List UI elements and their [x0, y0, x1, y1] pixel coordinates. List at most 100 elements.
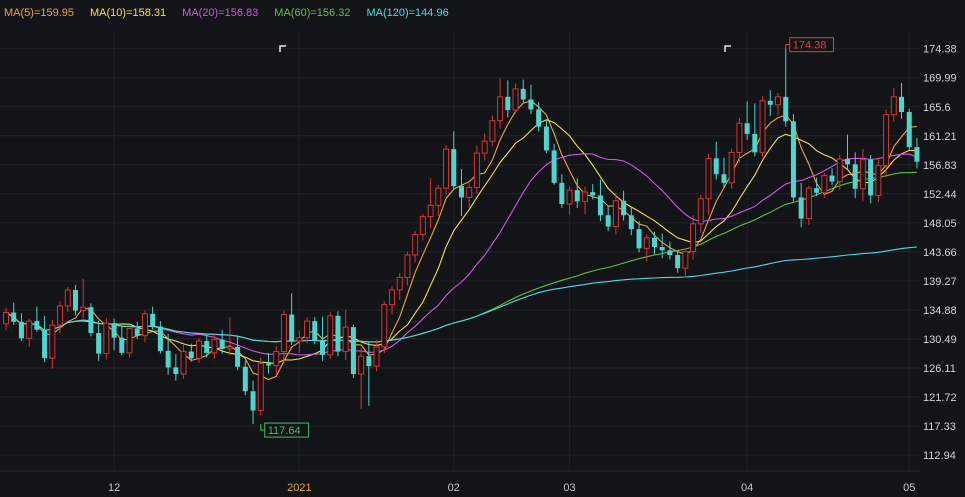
candle-body: [250, 391, 256, 411]
candle-body: [643, 237, 650, 249]
candle: [559, 174, 565, 208]
candle-body: [119, 337, 125, 353]
candle: [868, 155, 874, 204]
candle: [659, 233, 665, 259]
candle-body: [320, 340, 326, 355]
candle: [590, 184, 596, 200]
candle: [906, 108, 912, 150]
candle: [883, 109, 890, 178]
x-tick-label: 03: [563, 482, 575, 494]
candle-body: [173, 367, 179, 375]
legend-ma5: MA(5)=159.95: [4, 7, 75, 19]
candle: [829, 168, 835, 185]
x-tick-label: 2021: [287, 482, 311, 494]
candle: [489, 115, 496, 147]
candle-body: [713, 158, 719, 175]
candle: [57, 301, 64, 334]
y-tick-label: 174.38: [923, 44, 957, 56]
candle-body: [280, 314, 287, 353]
candle-body: [111, 323, 117, 338]
candle: [914, 137, 920, 169]
candle-body: [767, 100, 773, 105]
candle: [211, 333, 218, 359]
candle-body: [42, 329, 48, 359]
candle: [312, 317, 318, 345]
candle: [790, 114, 796, 202]
candle: [366, 341, 372, 406]
candle-body: [821, 175, 828, 194]
candle-body: [404, 254, 411, 278]
candle-body: [196, 340, 202, 359]
candle: [42, 315, 48, 363]
candle-body: [373, 346, 380, 367]
candle: [18, 313, 24, 341]
candle-body: [489, 120, 496, 142]
candle-body: [906, 112, 912, 148]
candle-body: [427, 204, 434, 218]
candle-body: [736, 122, 743, 153]
candle: [250, 380, 256, 425]
range-marker: [724, 45, 731, 52]
candle-body: [899, 96, 905, 113]
candle-body: [667, 250, 673, 255]
candle-body: [805, 187, 812, 220]
x-axis: 12 2021 02 03 04 05: [108, 482, 915, 494]
candle-body: [335, 315, 341, 352]
legend-ma10: MA(10)=158.31: [90, 7, 167, 19]
candle-body: [505, 96, 511, 111]
candle-body: [597, 195, 603, 216]
candle: [628, 206, 634, 236]
candle: [466, 183, 473, 208]
candle-body: [88, 307, 94, 334]
y-tick-label: 143.66: [923, 247, 957, 259]
candle-body: [868, 159, 874, 196]
candle: [34, 306, 40, 332]
candle: [49, 319, 56, 369]
candle: [899, 82, 905, 119]
candle: [235, 335, 241, 371]
candle: [636, 221, 642, 253]
candle-body: [651, 237, 657, 248]
candle: [350, 324, 356, 379]
candle-body: [366, 356, 372, 367]
candle-body: [327, 315, 334, 356]
legend-ma20: MA(20)=156.83: [182, 7, 259, 19]
candle-body: [628, 215, 634, 230]
candle-body: [551, 150, 557, 183]
candle: [358, 348, 365, 410]
candle: [304, 317, 311, 344]
x-tick-label: 02: [448, 482, 460, 494]
candle: [728, 148, 735, 189]
candle: [103, 317, 110, 360]
candle: [141, 310, 148, 343]
candle: [204, 334, 210, 358]
annotations: 174.38 117.64: [260, 37, 835, 438]
candle: [11, 302, 17, 326]
candle-body: [829, 175, 835, 182]
candle: [651, 231, 657, 255]
candle-body: [728, 151, 735, 184]
candle: [836, 154, 843, 190]
candle: [852, 152, 858, 199]
candle: [814, 177, 820, 197]
candle-body: [165, 350, 171, 368]
x-tick-label: 12: [108, 482, 120, 494]
candle-body: [64, 289, 71, 307]
annotation-leader: [260, 424, 265, 431]
moving-average-lines: [5, 100, 918, 381]
candle-body: [574, 190, 580, 202]
candle: [427, 178, 434, 229]
candle-body: [914, 147, 920, 162]
candle-body: [536, 109, 542, 127]
candle-body: [443, 148, 450, 189]
candle: [335, 311, 341, 357]
annotation-box: [264, 422, 310, 438]
y-tick-label: 126.11: [923, 363, 956, 375]
candle-body: [273, 351, 280, 366]
grid: [0, 30, 920, 472]
candle: [543, 119, 549, 154]
candle-body: [296, 337, 303, 342]
candle: [783, 48, 789, 127]
candle: [373, 340, 380, 372]
